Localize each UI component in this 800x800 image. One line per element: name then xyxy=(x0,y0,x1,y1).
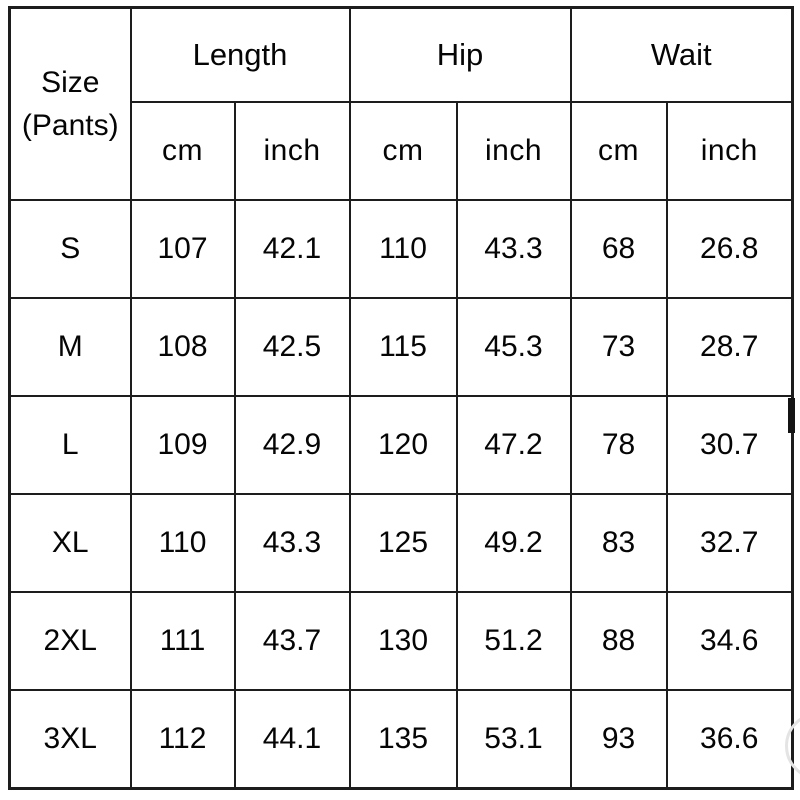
table-cell: 32.7 xyxy=(665,493,794,593)
table-cell: 68 xyxy=(569,199,668,299)
corner-header-line2: (Pants) xyxy=(21,109,119,142)
table-cell: 110 xyxy=(129,493,236,593)
table-cell: 42.9 xyxy=(233,395,351,495)
row-header-size: M xyxy=(8,297,132,397)
table-cell: 109 xyxy=(129,395,236,495)
table-cell: 115 xyxy=(348,297,458,397)
table-cell: 112 xyxy=(129,689,236,789)
table-row-2xl: 2XL 111 43.7 130 51.2 88 34.6 xyxy=(8,591,794,691)
table-cell: 42.5 xyxy=(233,297,351,397)
table-cell: 120 xyxy=(348,395,458,495)
table-cell: 42.1 xyxy=(233,199,351,299)
row-header-size: 3XL xyxy=(8,689,132,789)
table-row-3xl: 3XL 112 44.1 135 53.1 93 36.6 xyxy=(8,689,794,789)
group-header-hip: Hip xyxy=(348,6,572,103)
unit-header-length-inch: inch xyxy=(233,101,351,201)
group-header-row: Size (Pants) Length Hip Wait xyxy=(8,6,794,201)
table-cell: 78 xyxy=(569,395,668,495)
unit-header-row: cm inch cm inch cm inch xyxy=(10,101,794,201)
right-edge-artifact-mark xyxy=(788,398,795,433)
table-cell: 83 xyxy=(569,493,668,593)
table-cell: 45.3 xyxy=(455,297,572,397)
row-header-size: L xyxy=(8,395,132,495)
row-header-size: S xyxy=(8,199,132,299)
table-cell: 49.2 xyxy=(455,493,572,593)
group-header-length: Length xyxy=(129,6,351,103)
table-row-s: S 107 42.1 110 43.3 68 26.8 xyxy=(8,199,794,299)
table-cell: 108 xyxy=(129,297,236,397)
unit-header-hip-cm: cm xyxy=(348,101,458,201)
table-cell: 28.7 xyxy=(665,297,794,397)
pants-size-table: Size (Pants) Length Hip Wait cm inch cm … xyxy=(8,6,794,790)
unit-header-hip-inch: inch xyxy=(455,101,572,201)
table-cell: 51.2 xyxy=(455,591,572,691)
table-cell: 135 xyxy=(348,689,458,789)
table-row-m: M 108 42.5 115 45.3 73 28.7 xyxy=(8,297,794,397)
unit-header-length-cm: cm xyxy=(129,101,236,201)
table-cell: 107 xyxy=(129,199,236,299)
unit-header-wait-cm: cm xyxy=(569,101,668,201)
table-cell: 36.6 xyxy=(665,689,794,789)
table-cell: 73 xyxy=(569,297,668,397)
table-cell: 34.6 xyxy=(665,591,794,691)
table-cell: 26.8 xyxy=(665,199,794,299)
row-header-size: 2XL xyxy=(8,591,132,691)
table-cell: 47.2 xyxy=(455,395,572,495)
corner-header-size-pants: Size (Pants) xyxy=(8,6,132,201)
table-cell: 111 xyxy=(129,591,236,691)
group-header-wait: Wait xyxy=(569,6,794,103)
table-cell: 44.1 xyxy=(233,689,351,789)
unit-header-wait-inch: inch xyxy=(665,101,794,201)
table-cell: 130 xyxy=(348,591,458,691)
table-cell: 110 xyxy=(348,199,458,299)
table-cell: 30.7 xyxy=(665,395,794,495)
table-cell: 43.3 xyxy=(233,493,351,593)
table-row-xl: XL 110 43.3 125 49.2 83 32.7 xyxy=(8,493,794,593)
table-row-l: L 109 42.9 120 47.2 78 30.7 xyxy=(8,395,794,495)
table-cell: 43.3 xyxy=(455,199,572,299)
table-cell: 88 xyxy=(569,591,668,691)
table-cell: 43.7 xyxy=(233,591,351,691)
row-header-size: XL xyxy=(8,493,132,593)
table-cell: 93 xyxy=(569,689,668,789)
corner-header-line1: Size xyxy=(41,65,100,99)
table-cell: 125 xyxy=(348,493,458,593)
table-cell: 53.1 xyxy=(455,689,572,789)
